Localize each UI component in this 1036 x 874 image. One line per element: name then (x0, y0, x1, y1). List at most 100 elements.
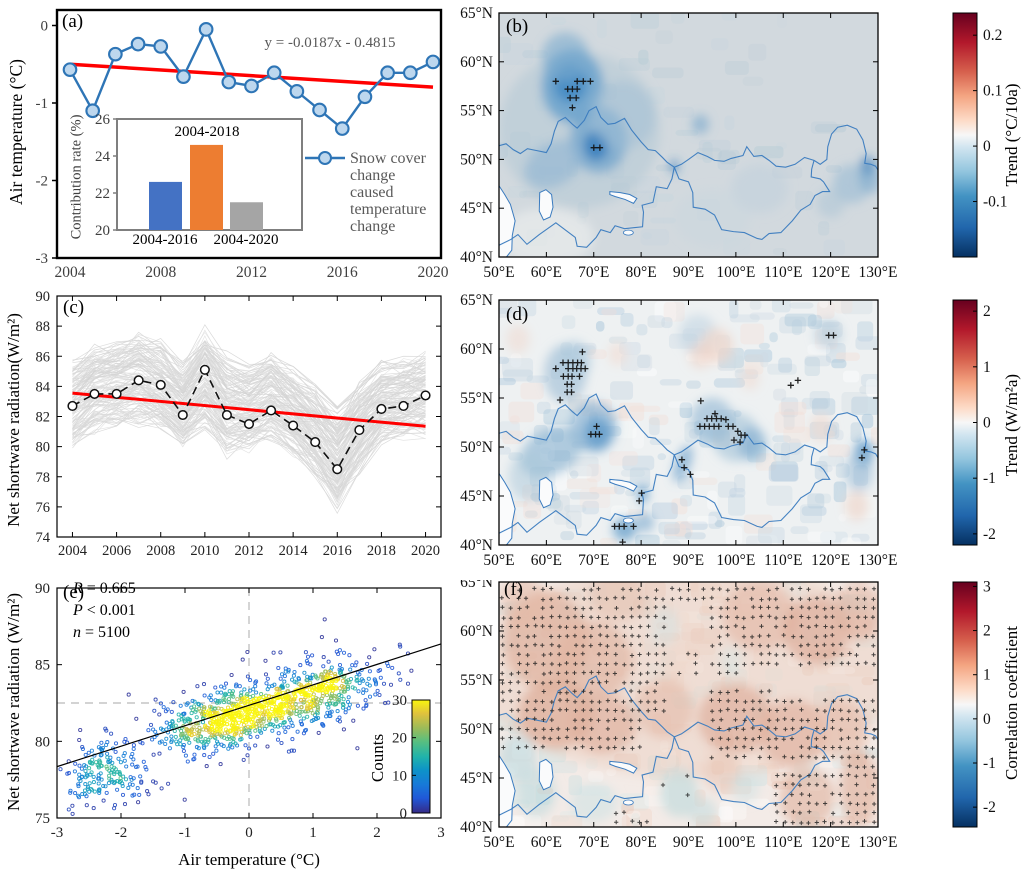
panel-a-chart: 20 22 24 26 0 -1 -2 -3 2004 2008 2012 2016 2020 (36, 8, 449, 281)
svg-text:2010: 2010 (190, 543, 219, 559)
svg-text:78: 78 (36, 470, 51, 486)
svg-text:40°N: 40°N (460, 819, 493, 836)
svg-text:2012: 2012 (236, 264, 267, 281)
svg-text:0: 0 (245, 825, 253, 841)
svg-text:50°E: 50°E (483, 834, 514, 851)
svg-text:50°N: 50°N (460, 721, 493, 738)
legend-line-2: change (350, 167, 396, 184)
svg-text:60°N: 60°N (460, 54, 493, 71)
trend-w-colorbar-title: Trend (W/m²a) (1002, 373, 1022, 477)
svg-text:0: 0 (41, 19, 49, 35)
svg-text:120°E: 120°E (811, 552, 850, 569)
svg-text:40°N: 40°N (460, 537, 493, 554)
panel-c-ylabel: Net shortwave radiation(W/m²) (4, 313, 24, 527)
svg-text:45°N: 45°N (460, 770, 493, 787)
panel-f-label: (f) (504, 579, 523, 600)
svg-text:0: 0 (400, 806, 408, 822)
inset-ylabel: Contribution rate (%) (68, 114, 85, 240)
svg-text:22: 22 (95, 186, 110, 202)
svg-text:100°E: 100°E (716, 264, 755, 281)
svg-text:80°E: 80°E (626, 264, 657, 281)
svg-text:90°E: 90°E (673, 552, 704, 569)
svg-text:2016: 2016 (323, 543, 352, 559)
svg-text:60°E: 60°E (531, 834, 562, 851)
panel-c-label: (c) (63, 297, 85, 318)
svg-text:0.2: 0.2 (983, 27, 1002, 44)
stat-n: n = 5100 (73, 624, 131, 641)
svg-text:65°N: 65°N (460, 580, 493, 591)
svg-text:55°N: 55°N (460, 390, 493, 407)
svg-text:84: 84 (36, 379, 51, 395)
panel-b-map: 50°E 60°E 70°E 80°E 90°E 100°E 110°E 120°E 130°E… (460, 5, 1007, 281)
svg-text:86: 86 (36, 349, 51, 365)
svg-text:65°N: 65°N (460, 292, 493, 309)
panel-a-label: (a) (62, 11, 84, 32)
svg-text:75: 75 (35, 811, 50, 827)
svg-text:130°E: 130°E (859, 552, 898, 569)
svg-text:70°E: 70°E (578, 552, 609, 569)
svg-text:90°E: 90°E (673, 834, 704, 851)
counts-colorbar-title: Counts (368, 733, 388, 783)
stat-p: P < 0.001 (73, 602, 136, 619)
legend-line-4: temperature (350, 201, 427, 218)
svg-text:10: 10 (392, 768, 407, 784)
svg-text:-1: -1 (983, 755, 996, 772)
trend-equation: y = -0.0187x - 0.4815 (264, 35, 396, 52)
svg-text:110°E: 110°E (764, 552, 802, 569)
svg-text:130°E: 130°E (859, 834, 898, 851)
svg-text:1: 1 (983, 359, 991, 376)
svg-text:0.1: 0.1 (983, 83, 1002, 100)
svg-text:1: 1 (309, 825, 317, 841)
svg-text:-1: -1 (179, 825, 192, 841)
svg-text:85: 85 (35, 658, 50, 674)
svg-text:45°N: 45°N (460, 488, 493, 505)
svg-text:2014: 2014 (279, 543, 309, 559)
svg-text:2: 2 (983, 303, 991, 320)
svg-text:110°E: 110°E (764, 264, 802, 281)
svg-text:80: 80 (35, 734, 50, 750)
svg-text:-1: -1 (36, 96, 49, 112)
svg-text:88: 88 (36, 319, 51, 335)
svg-text:24: 24 (95, 149, 111, 165)
svg-text:60°E: 60°E (531, 264, 562, 281)
svg-text:0: 0 (983, 138, 991, 155)
svg-text:-3: -3 (51, 825, 64, 841)
legend-snow-cover: Snow cover change caused temperature cha… (350, 150, 426, 235)
inset-xlabel-2: 2004-2020 (213, 232, 279, 249)
legend-line-3: caused (350, 184, 394, 201)
scatter-stats: R = 0.665 P < 0.001 n = 5100 (73, 578, 136, 644)
svg-text:2012: 2012 (235, 543, 264, 559)
corr-colorbar-title: Correlation coefficient (1002, 625, 1022, 781)
panel-e-ylabel: Net shortwave radiation (W/m²) (4, 593, 24, 811)
svg-text:2018: 2018 (367, 543, 396, 559)
svg-text:30: 30 (392, 693, 407, 709)
svg-text:90: 90 (36, 290, 51, 305)
svg-text:2008: 2008 (146, 543, 175, 559)
svg-text:40°N: 40°N (460, 249, 493, 266)
svg-text:-2: -2 (983, 526, 996, 543)
svg-text:90°E: 90°E (673, 264, 704, 281)
svg-text:-2: -2 (983, 799, 996, 816)
svg-text:1: 1 (983, 667, 991, 684)
panel-c-chart: 2004 2006 2008 2010 2012 2014 2016 2018 2020 74 76… (36, 290, 442, 559)
svg-text:26: 26 (95, 112, 111, 128)
panel-f-map: 50°E 60°E 70°E 80°E 90°E 100°E 110°E 120°E 130°E… (460, 580, 996, 851)
panel-a-ylabel: Air temperature (°C) (5, 59, 26, 205)
svg-text:76: 76 (36, 500, 51, 516)
svg-text:74: 74 (36, 530, 51, 546)
svg-text:60°N: 60°N (460, 341, 493, 358)
svg-text:55°N: 55°N (460, 672, 493, 689)
svg-text:80: 80 (36, 440, 51, 456)
svg-text:80°E: 80°E (626, 552, 657, 569)
svg-text:100°E: 100°E (716, 834, 755, 851)
svg-text:0: 0 (983, 415, 991, 432)
svg-text:60°N: 60°N (460, 623, 493, 640)
svg-text:50°E: 50°E (483, 264, 514, 281)
svg-text:2004: 2004 (55, 264, 86, 281)
trend-c-colorbar-title: Trend (°C/10a) (1002, 83, 1022, 187)
panel-e-chart: -3 -2 -1 0 1 2 3 75 80 85 90 0 10 20 30 (35, 581, 445, 841)
svg-text:2016: 2016 (327, 264, 358, 281)
svg-text:0: 0 (983, 711, 991, 728)
svg-text:2020: 2020 (418, 264, 449, 281)
svg-text:90: 90 (35, 581, 50, 597)
